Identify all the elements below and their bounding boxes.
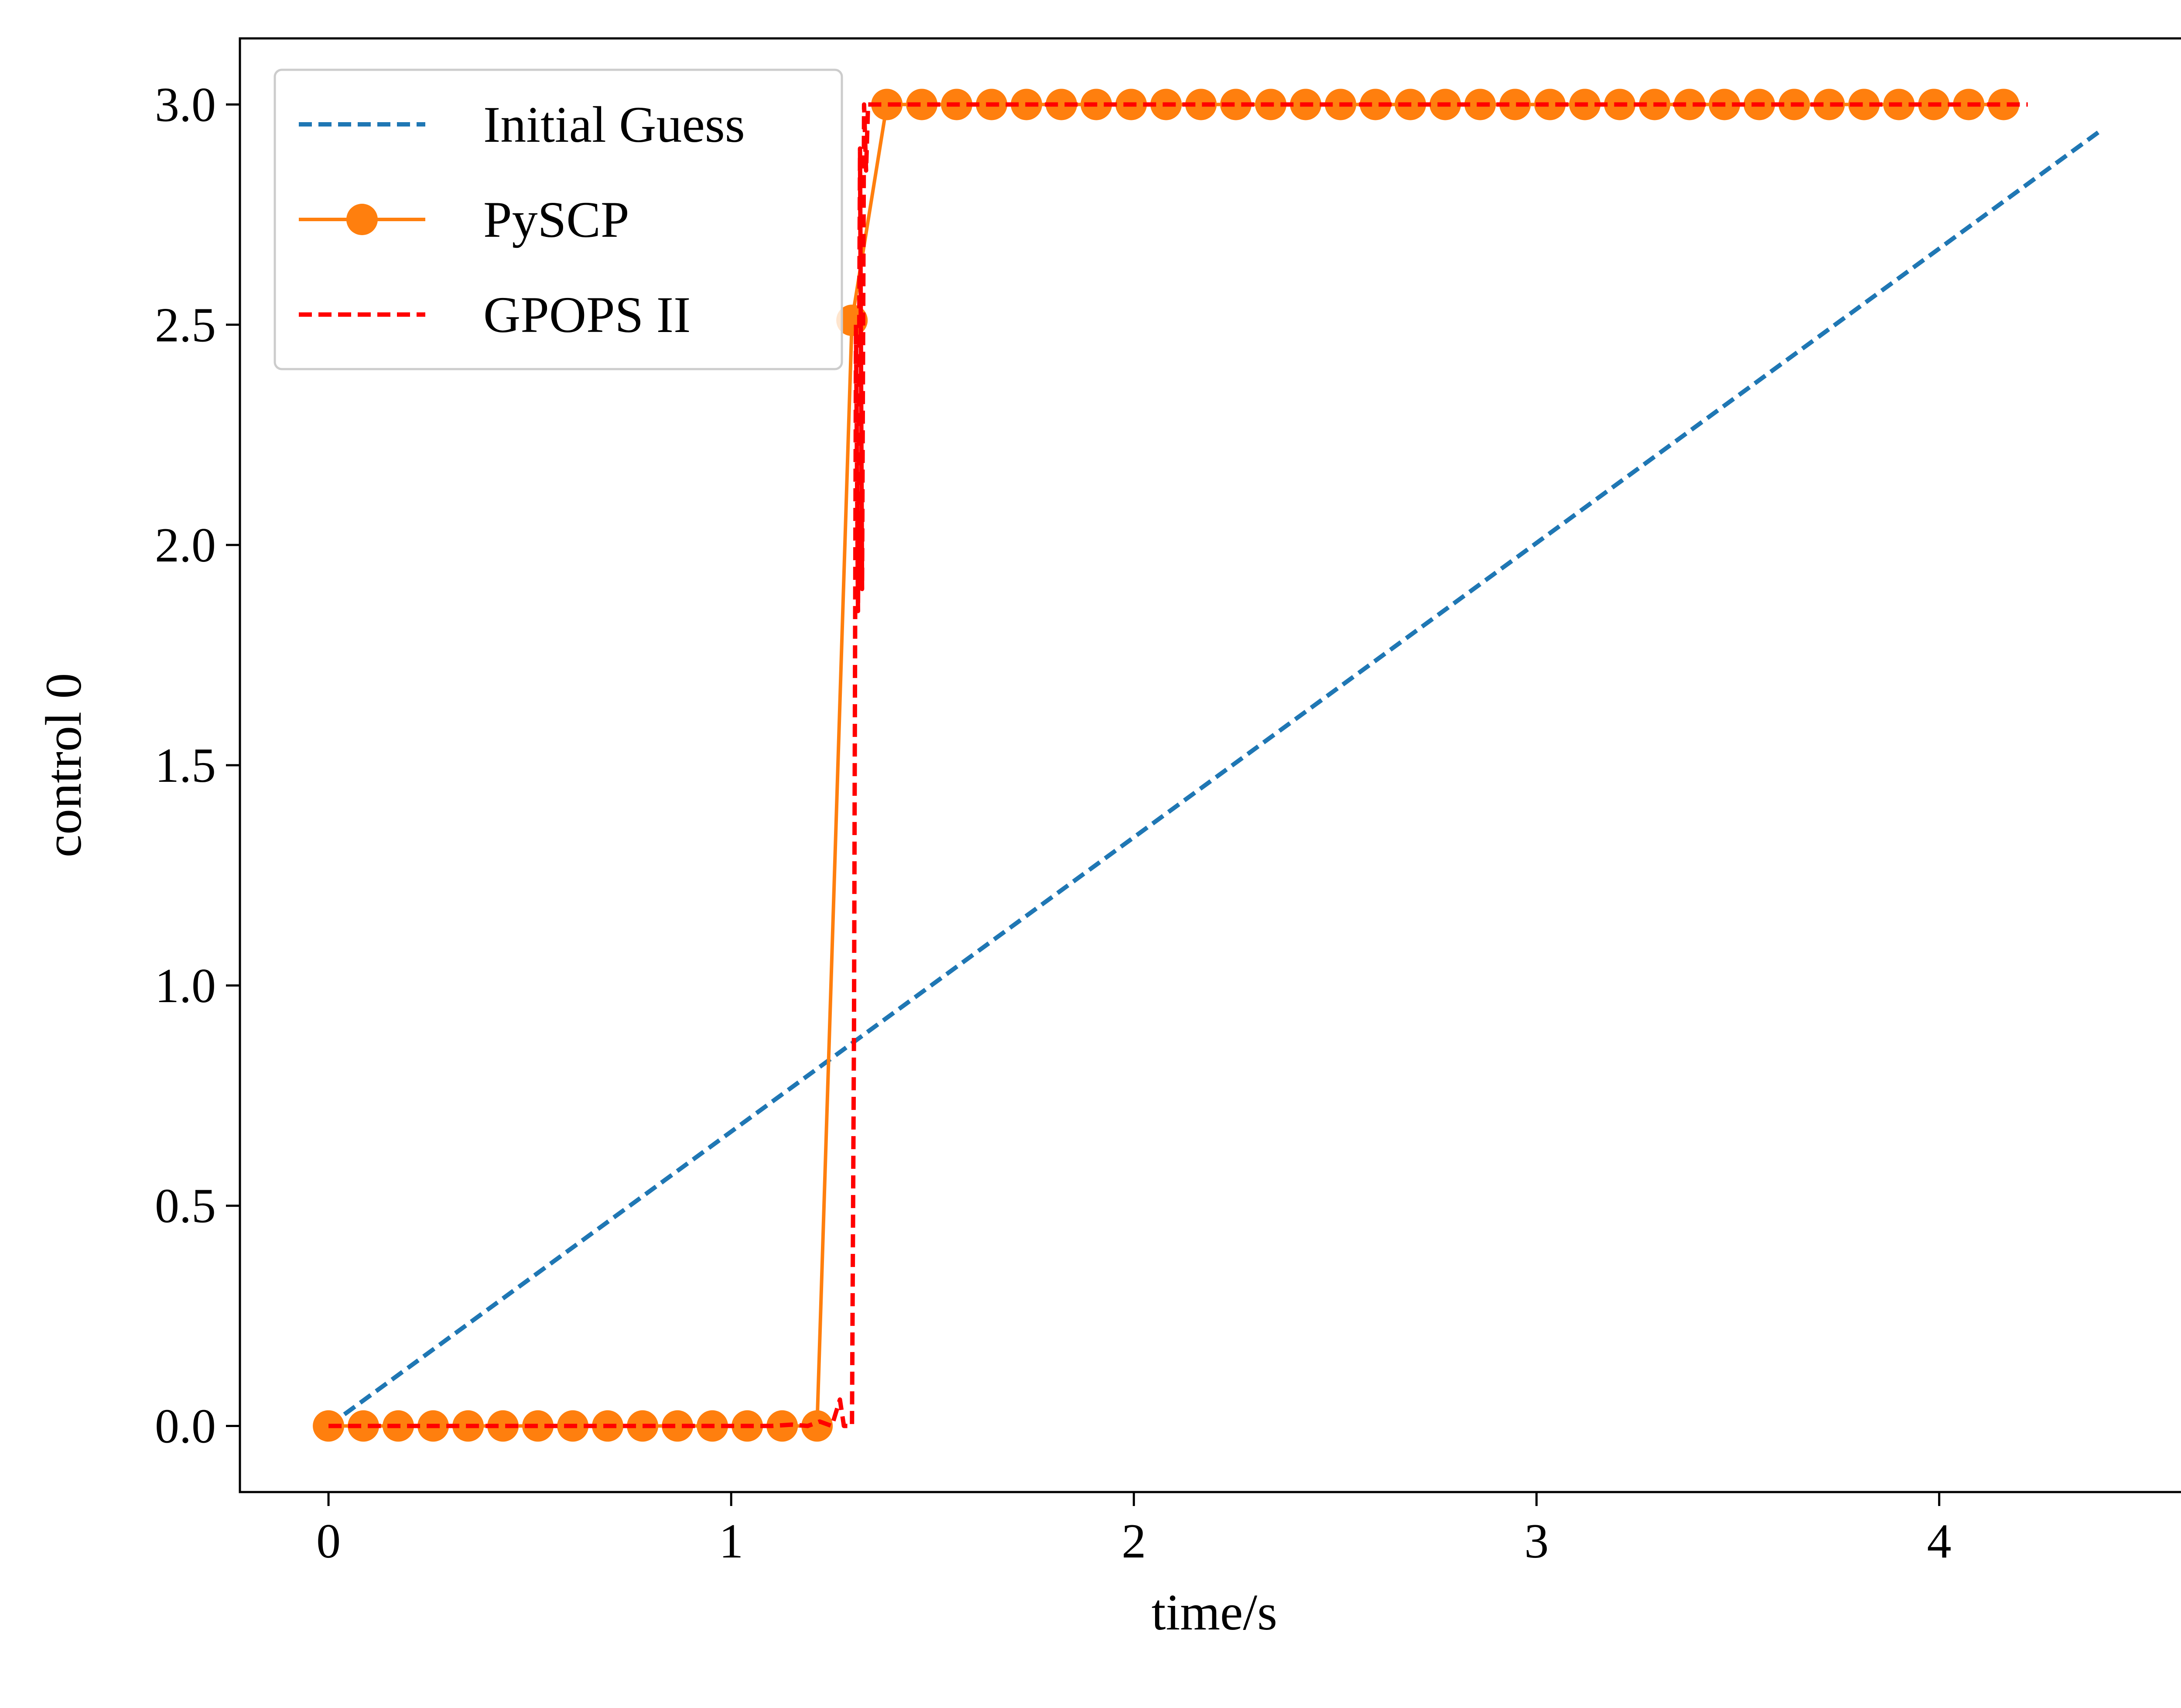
x-axis-label: time/s <box>1152 1584 1277 1641</box>
series-point <box>487 1410 519 1442</box>
plot-area <box>313 89 2102 1442</box>
series-point <box>1988 89 2020 120</box>
series-point <box>801 1410 833 1442</box>
y-axis: 0.0 0.5 1.0 1.5 2.0 2.5 3.0 <box>155 78 240 1454</box>
series-point <box>1813 89 1845 120</box>
series-point <box>871 89 903 120</box>
y-tick-label: 2.0 <box>155 518 216 572</box>
series-gpops-ii <box>328 102 2028 1428</box>
y-axis-label: control 0 <box>35 673 92 858</box>
x-tick-label: 4 <box>1927 1514 1952 1568</box>
x-tick-label: 3 <box>1525 1514 1549 1568</box>
y-tick-label: 1.5 <box>155 739 216 793</box>
x-axis: 0 1 2 3 4 <box>316 1492 1952 1568</box>
series-point <box>348 1410 379 1442</box>
x-tick-label: 0 <box>316 1514 341 1568</box>
x-tick-label: 1 <box>719 1514 743 1568</box>
series-line <box>327 129 2102 1428</box>
legend-label: GPOPS II <box>483 286 691 343</box>
legend-item: Initial Guess <box>299 96 745 153</box>
y-tick-label: 2.5 <box>155 298 216 352</box>
legend: Initial Guess PySCP GPOPS II <box>273 68 843 370</box>
legend-item: PySCP <box>299 191 629 248</box>
y-tick-label: 0.0 <box>155 1400 216 1454</box>
series-initial-guess <box>327 129 2102 1428</box>
series-point <box>1848 89 1880 120</box>
series-point <box>1534 89 1566 120</box>
legend-marker <box>346 204 378 235</box>
legend-item: GPOPS II <box>299 286 691 343</box>
series-point <box>1499 89 1531 120</box>
legend-label: Initial Guess <box>483 96 745 153</box>
series-point <box>1674 89 1706 120</box>
series-point <box>522 1410 554 1442</box>
series-point <box>1360 89 1391 120</box>
series-point <box>906 89 938 120</box>
y-tick-label: 0.5 <box>155 1179 216 1233</box>
y-tick-label: 3.0 <box>155 78 216 132</box>
series-point <box>313 1410 345 1442</box>
series-point <box>662 1410 694 1442</box>
series-point <box>1185 89 1217 120</box>
x-tick-label: 2 <box>1121 1514 1146 1568</box>
series-point <box>1046 89 1077 120</box>
legend-box <box>273 68 843 370</box>
series-point <box>1220 89 1252 120</box>
legend-label: PySCP <box>483 191 629 248</box>
y-tick-label: 1.0 <box>155 959 216 1013</box>
series-line <box>328 102 2028 1428</box>
